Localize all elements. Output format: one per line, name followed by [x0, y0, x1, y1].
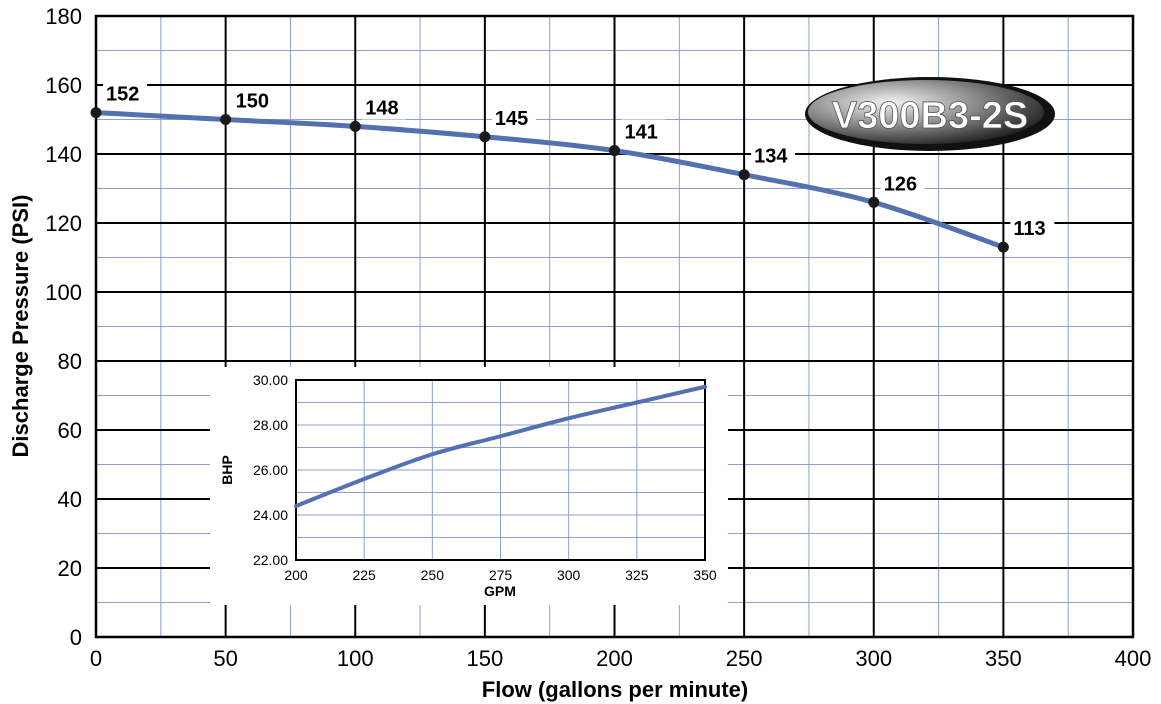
main-data-label: 126 — [884, 173, 917, 195]
inset-series — [294, 384, 707, 508]
main-x-tick-label: 200 — [596, 646, 633, 671]
main-series: 152 150 148 145 141 134 126 113 — [90, 81, 1055, 253]
main-data-label: 150 — [236, 91, 269, 113]
main-data-label: 148 — [365, 97, 398, 119]
main-y-axis-label: Discharge Pressure (PSI) — [8, 195, 33, 458]
main-data-label: 152 — [106, 84, 139, 106]
main-data-label: 145 — [495, 108, 528, 130]
inset-plot-frame — [295, 379, 706, 561]
main-y-tick-label: 40 — [58, 487, 82, 512]
main-data-label-bg — [103, 81, 147, 106]
main-data-label-bg — [880, 171, 925, 196]
inset-x-tick-label: 200 — [284, 567, 308, 583]
main-data-label-bg — [491, 105, 536, 130]
main-data-label-bg — [362, 95, 407, 120]
main-x-axis-label: Flow (gallons per minute) — [482, 677, 748, 702]
main-x-tick-label: 400 — [1115, 646, 1152, 671]
inset-grid — [295, 379, 706, 561]
bhp-inset-chart: 200 225 250 275 300 325 350 22.00 24.00 26.00 28.0… — [210, 367, 728, 605]
inset-x-tick-label: 250 — [421, 567, 445, 583]
inset-y-tick-label: 26.00 — [253, 462, 288, 478]
main-x-tick-label: 350 — [985, 646, 1022, 671]
inset-x-tick-label: 300 — [557, 567, 581, 583]
main-data-label: 134 — [754, 146, 788, 168]
main-axes — [94, 14, 1135, 639]
main-data-point — [479, 131, 491, 143]
main-data-point — [738, 169, 750, 181]
inset-x-axis-label: GPM — [484, 583, 516, 599]
main-data-label-bg — [232, 88, 277, 113]
inset-x-tick-label: 350 — [693, 567, 717, 583]
inset-y-tick-label: 30.00 — [253, 372, 288, 388]
inset-x-tick-label: 225 — [352, 567, 376, 583]
main-y-tick-label: 0 — [70, 625, 82, 650]
inset-series-line — [294, 384, 707, 508]
main-series-line — [93, 110, 1006, 250]
main-data-label-bg — [751, 143, 796, 168]
main-x-tick-label: 0 — [90, 646, 102, 671]
main-y-tick-label: 20 — [58, 556, 82, 581]
main-data-point — [220, 114, 232, 125]
main-x-tick-label: 100 — [337, 646, 374, 671]
model-badge: V300B3-2S — [805, 77, 1055, 151]
main-y-tick-label: 180 — [45, 4, 82, 29]
inset-y-axis-label: BHP — [219, 455, 235, 485]
main-data-point — [868, 196, 880, 208]
main-data-point — [609, 145, 620, 157]
main-x-tick-label: 300 — [855, 646, 892, 671]
main-x-tick-label: 250 — [726, 646, 763, 671]
main-data-label-bg — [621, 119, 666, 144]
main-y-tick-label: 80 — [58, 349, 82, 374]
badge-ellipse-inner — [808, 80, 1044, 144]
main-y-tick-label: 120 — [45, 211, 82, 236]
main-y-tick-label: 100 — [45, 280, 82, 305]
main-tick-labels: 0 50 100 150 200 250 300 350 400 0 20 40 60 80 100 120 1… — [45, 4, 1151, 671]
main-data-label-bg — [1010, 216, 1055, 241]
main-data-point — [90, 107, 102, 119]
main-data-point — [349, 120, 361, 132]
main-y-tick-label: 140 — [45, 142, 82, 167]
main-y-tick-label: 160 — [45, 73, 82, 98]
inset-y-tick-label: 28.00 — [253, 417, 288, 433]
inset-x-tick-label: 325 — [625, 567, 649, 583]
main-data-label: 141 — [625, 122, 658, 144]
main-x-tick-label: 50 — [213, 646, 237, 671]
inset-x-tick-label: 275 — [489, 567, 513, 583]
inset-y-tick-label: 22.00 — [253, 552, 288, 568]
inset-y-tick-label: 24.00 — [253, 507, 288, 523]
main-plot-frame — [94, 14, 1135, 639]
badge-text: V300B3-2S — [832, 95, 1028, 137]
main-y-tick-label: 60 — [58, 418, 82, 443]
inset-tick-labels: 200 225 250 275 300 325 350 22.00 24.00 26.00 28.0… — [253, 372, 717, 583]
main-data-point — [997, 241, 1009, 253]
main-data-label: 113 — [1013, 218, 1045, 240]
main-x-tick-label: 150 — [467, 646, 504, 671]
